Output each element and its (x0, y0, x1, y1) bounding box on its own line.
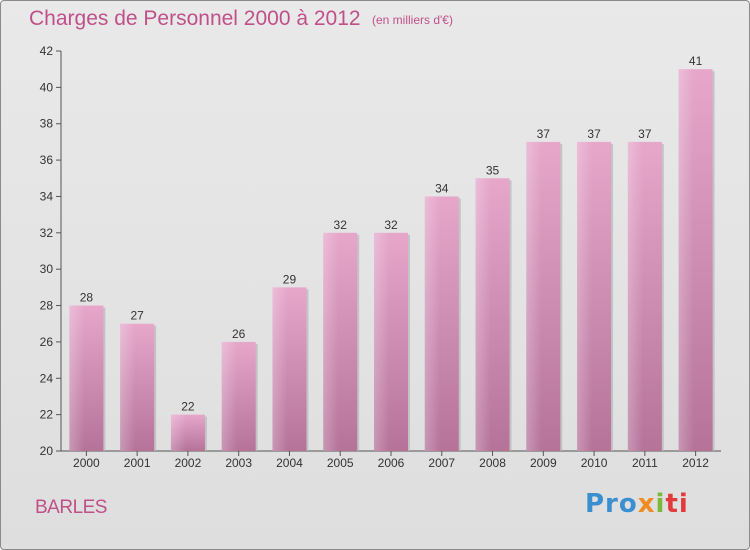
x-tick-label: 2000 (73, 456, 100, 470)
data-label: 22 (181, 400, 195, 414)
logo-part-x: x (637, 489, 656, 519)
x-tick-label: 2008 (479, 456, 506, 470)
bar-highlight (577, 141, 593, 451)
bar-highlight (424, 196, 441, 451)
x-tick-label: 2002 (175, 456, 202, 470)
x-tick-label: 2003 (225, 456, 252, 470)
data-label: 28 (80, 291, 94, 305)
x-tick-label: 2007 (428, 456, 455, 470)
proxiti-logo[interactable]: Proxiti (585, 489, 689, 519)
y-tick-label: 32 (40, 226, 54, 240)
data-label: 26 (232, 327, 246, 341)
data-label: 37 (638, 127, 652, 141)
bar-highlight (120, 323, 136, 451)
y-tick-label: 20 (40, 444, 54, 458)
data-label: 32 (334, 218, 348, 232)
x-tick-label: 2006 (378, 456, 405, 470)
place-name: BARLES (35, 497, 107, 518)
bar-highlight (374, 232, 390, 451)
bar-highlight (627, 141, 644, 451)
logo-part-i: i (655, 489, 666, 519)
bar-highlight (323, 232, 339, 451)
y-tick-label: 30 (40, 262, 54, 276)
bar-highlight (475, 178, 491, 452)
data-label: 41 (689, 54, 703, 68)
y-tick-label: 26 (40, 335, 54, 349)
y-tick-label: 34 (40, 189, 54, 203)
x-tick-label: 2001 (124, 456, 151, 470)
data-label: 27 (130, 309, 144, 323)
x-tick-label: 2010 (581, 456, 608, 470)
bar-highlight (69, 305, 85, 451)
bar-highlight (221, 341, 237, 451)
x-tick-label: 2005 (327, 456, 354, 470)
x-tick-label: 2012 (682, 456, 709, 470)
data-label: 37 (587, 127, 601, 141)
y-tick-label: 36 (40, 153, 54, 167)
data-label: 35 (486, 163, 500, 177)
bar-highlight (272, 287, 288, 451)
chart-subtitle: (en milliers d'€) (372, 13, 453, 27)
chart-title: Charges de Personnel 2000 à 2012 (29, 7, 361, 30)
data-label: 32 (384, 218, 398, 232)
data-label: 34 (435, 181, 449, 195)
data-label: 37 (537, 127, 551, 141)
x-tick-label: 2009 (530, 456, 557, 470)
logo-part-pro: Pro (585, 489, 638, 519)
y-tick-label: 24 (40, 371, 54, 385)
y-tick-label: 40 (40, 80, 54, 94)
data-label: 29 (283, 272, 297, 286)
y-tick-label: 28 (40, 299, 54, 313)
y-tick-label: 22 (40, 408, 54, 422)
x-tick-label: 2004 (276, 456, 303, 470)
y-tick-label: 42 (40, 44, 54, 58)
y-tick-label: 38 (40, 117, 54, 131)
bar-highlight (526, 141, 542, 451)
bar-highlight (170, 414, 187, 451)
bar-highlight (678, 69, 694, 451)
x-tick-label: 2011 (632, 456, 658, 470)
logo-part-ti: ti (665, 489, 689, 519)
